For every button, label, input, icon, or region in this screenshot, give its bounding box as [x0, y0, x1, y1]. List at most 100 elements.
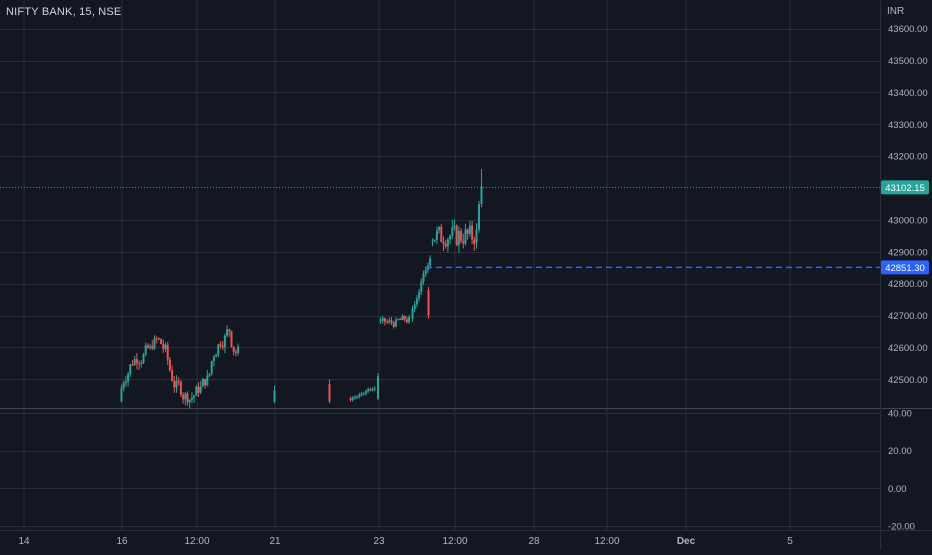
price-axis-tick-label: 42600.00	[888, 343, 928, 354]
candle-body	[149, 346, 152, 348]
candle-body	[388, 320, 391, 323]
candlestick	[122, 380, 125, 392]
candle-body	[415, 298, 418, 305]
candle-body	[124, 381, 127, 384]
candlestick	[408, 314, 411, 324]
candle-body	[455, 225, 458, 246]
candle-body	[215, 354, 218, 357]
candle-body	[184, 393, 187, 400]
candlestick	[219, 341, 222, 349]
candlestick	[433, 239, 436, 242]
candle-body	[197, 386, 200, 393]
time-axis-tick-label: Dec	[677, 536, 696, 547]
candle-body	[360, 393, 363, 395]
candlestick	[415, 295, 418, 308]
candle-body	[392, 322, 395, 327]
price-axis-tick-label: 42700.00	[888, 311, 928, 322]
candlestick	[353, 395, 356, 400]
candlestick	[179, 379, 182, 398]
candlestick	[429, 255, 432, 269]
candle-body	[446, 239, 449, 247]
candlestick	[328, 379, 331, 404]
candle-body	[195, 386, 198, 396]
candlestick	[397, 318, 400, 321]
candlestick	[455, 224, 458, 247]
candlestick	[162, 339, 165, 354]
candlestick	[177, 376, 180, 386]
candlestick	[234, 349, 237, 357]
candlestick	[173, 375, 176, 393]
price-axis-tick-label: 43400.00	[888, 88, 928, 99]
candle-body	[433, 239, 436, 242]
candlestick	[399, 317, 402, 321]
candle-body	[206, 375, 209, 386]
marked-price-tag	[881, 260, 929, 275]
candle-body	[468, 225, 471, 234]
candlestick	[160, 338, 163, 345]
candlestick	[356, 394, 359, 399]
price-axis-tick-label: 42500.00	[888, 375, 928, 386]
candle-body	[151, 346, 154, 349]
candle-body	[226, 329, 229, 336]
candle-body	[155, 338, 158, 340]
price-axis-tick-label: 43500.00	[888, 56, 928, 67]
candle-body	[166, 344, 169, 360]
candle-body	[473, 239, 476, 245]
candle-body	[146, 345, 149, 348]
candlestick	[405, 316, 408, 324]
time-axis-tick-label: 28	[528, 536, 540, 547]
candle-body	[204, 379, 207, 386]
candle-body	[135, 359, 138, 364]
candlestick	[166, 341, 169, 366]
candlestick	[420, 278, 423, 296]
candle-body	[422, 273, 425, 282]
candle-body	[199, 386, 202, 393]
candle-body	[373, 388, 376, 390]
candle-body	[273, 390, 276, 402]
candlestick	[351, 395, 354, 402]
candlestick	[184, 391, 187, 406]
candlestick	[168, 356, 171, 372]
candlestick	[367, 387, 370, 394]
candlestick	[142, 352, 145, 364]
candle-body	[201, 379, 204, 387]
candle-body	[408, 317, 411, 323]
candle-body	[418, 291, 421, 299]
last-price-label: 43102.15	[885, 183, 925, 194]
candle-body	[362, 393, 365, 395]
candlestick	[237, 343, 240, 356]
candle-body	[188, 399, 191, 403]
candlestick	[460, 228, 463, 244]
candlestick	[468, 220, 471, 237]
candle-body	[401, 316, 404, 320]
candlestick	[201, 377, 204, 387]
candle-body	[190, 397, 193, 400]
candle-body	[182, 394, 185, 400]
candlestick	[188, 399, 191, 409]
indicator-axis-tick-label: 40.00	[888, 408, 912, 419]
candle-body	[353, 396, 356, 398]
candle-body	[175, 381, 178, 388]
candle-body	[328, 384, 331, 402]
candle-body	[390, 320, 393, 323]
candlestick	[418, 288, 421, 302]
candle-body	[208, 373, 211, 376]
candle-body	[449, 236, 452, 240]
candle-body	[460, 230, 463, 241]
candlestick	[190, 392, 193, 404]
candlestick	[478, 200, 480, 233]
candlestick	[186, 391, 189, 406]
candlestick	[371, 387, 374, 392]
candlestick	[206, 369, 209, 387]
candlestick	[449, 234, 452, 245]
candlestick	[223, 333, 226, 354]
candle-body	[358, 394, 361, 397]
candlestick	[217, 343, 220, 358]
price-axis-tick-label: 42800.00	[888, 279, 928, 290]
candle-body	[129, 364, 132, 374]
time-axis-tick-label: 14	[18, 536, 30, 547]
candlestick	[403, 315, 406, 322]
candlestick	[349, 396, 352, 402]
